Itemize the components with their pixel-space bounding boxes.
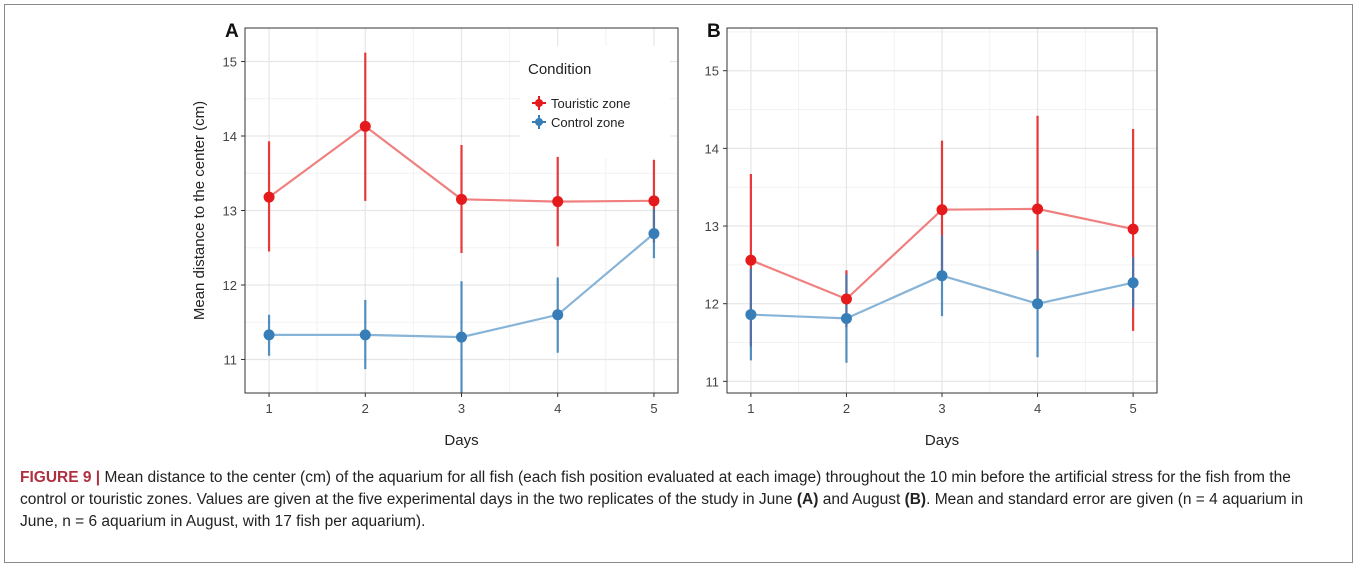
caption-ref-b: (B)	[904, 491, 927, 508]
y-tick-label: 13	[705, 219, 719, 234]
data-point	[1032, 298, 1044, 310]
legend-title: Condition	[528, 61, 591, 78]
data-point	[1127, 277, 1139, 289]
data-point	[745, 254, 757, 266]
data-point	[359, 120, 371, 132]
data-point	[456, 193, 467, 205]
x-tick-label: 2	[362, 401, 369, 416]
x-tick-label: 3	[458, 401, 465, 416]
data-point	[552, 196, 564, 208]
x-tick-label: 3	[938, 401, 945, 416]
y-tick-label: 15	[705, 64, 719, 79]
caption-ref-a: (A)	[796, 491, 819, 508]
y-tick-label: 12	[223, 278, 237, 293]
y-tick-label: 12	[705, 297, 719, 312]
data-point	[1032, 203, 1044, 215]
data-point	[936, 204, 948, 216]
caption-end: . Mean and standard error are given (n =…	[20, 491, 1304, 530]
legend-key-point	[535, 118, 543, 126]
x-tick-label: 4	[554, 401, 561, 416]
y-tick-label: 15	[223, 55, 237, 70]
x-tick-label: 1	[265, 401, 272, 416]
data-point	[648, 195, 660, 207]
legend-label: Control zone	[551, 115, 625, 130]
x-axis-title: Days	[925, 432, 959, 449]
x-axis-title: Days	[444, 432, 478, 449]
legend-label: Touristic zone	[551, 96, 630, 111]
y-tick-label: 11	[224, 352, 238, 367]
y-tick-label: 13	[223, 204, 237, 219]
data-point	[936, 270, 948, 282]
y-tick-label: 11	[706, 374, 720, 389]
data-point	[745, 309, 757, 321]
x-tick-label: 5	[650, 401, 657, 416]
data-point	[840, 293, 852, 305]
data-point	[840, 312, 852, 324]
data-point	[263, 191, 275, 203]
data-point	[552, 309, 564, 321]
x-tick-label: 1	[747, 401, 754, 416]
y-tick-label: 14	[705, 141, 719, 156]
figure-label: FIGURE 9 |	[20, 469, 101, 486]
caption-mid: and August	[818, 491, 905, 508]
legend-key-point	[535, 99, 543, 107]
figure-frame	[4, 4, 1353, 563]
data-point	[456, 331, 467, 343]
y-tick-label: 14	[223, 129, 237, 144]
x-tick-label: 5	[1129, 401, 1136, 416]
figure-caption: FIGURE 9 | Mean distance to the center (…	[20, 467, 1340, 533]
data-point	[263, 329, 275, 341]
caption-text: Mean distance to the center (cm) of the …	[20, 469, 1291, 508]
panel-label: A	[225, 21, 239, 42]
data-point	[1127, 223, 1139, 235]
y-axis-title: Mean distance to the center (cm)	[191, 101, 208, 320]
x-tick-label: 4	[1034, 401, 1041, 416]
panel-label: B	[707, 21, 721, 42]
data-point	[359, 329, 371, 341]
data-point	[648, 228, 660, 240]
x-tick-label: 2	[843, 401, 850, 416]
